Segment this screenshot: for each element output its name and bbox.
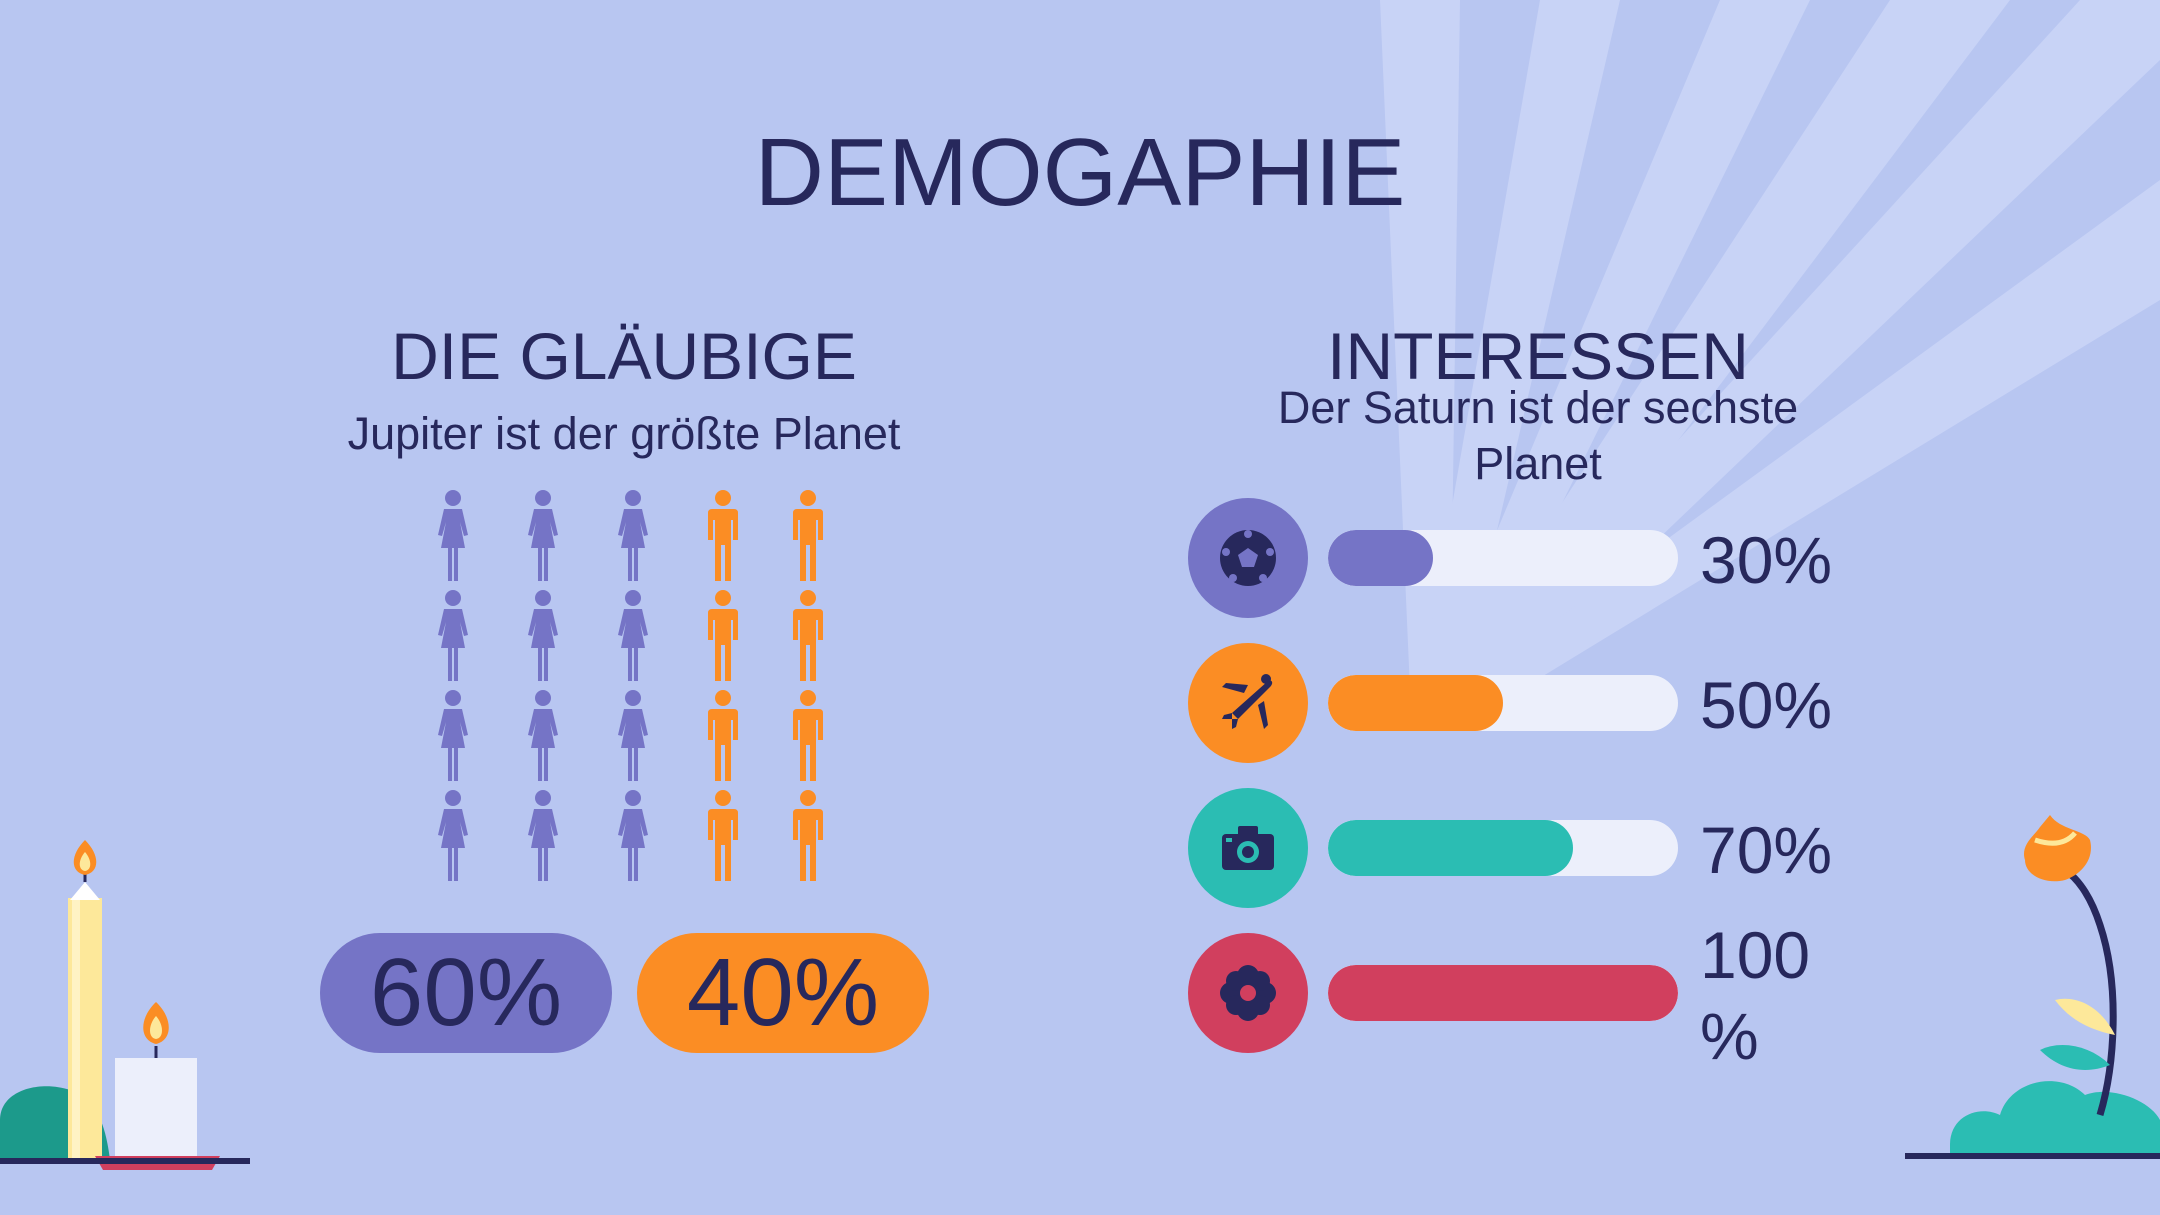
interest-icon-circle xyxy=(1188,933,1308,1053)
interest-icon-circle xyxy=(1188,498,1308,618)
interest-progress-fill xyxy=(1328,820,1573,876)
interest-percent-label-line2: % xyxy=(1700,999,1759,1073)
interest-percent-label: 50% xyxy=(1700,668,1833,742)
female-person-icon xyxy=(618,790,648,881)
male-person-icon xyxy=(793,690,823,781)
interests-subtitle-line1: Der Saturn ist der sechste xyxy=(1277,382,1799,433)
female-person-icon xyxy=(528,790,558,881)
interest-progress-fill xyxy=(1328,530,1433,586)
flower-icon xyxy=(1220,965,1276,1021)
male-person-icon xyxy=(708,790,738,881)
male-person-icon xyxy=(708,690,738,781)
female-person-icon xyxy=(528,690,558,781)
female-person-icon xyxy=(438,490,468,581)
camera-icon xyxy=(1222,826,1274,870)
interest-percent-label-line1: 100 xyxy=(1700,918,1811,992)
interest-icon-circle xyxy=(1188,788,1308,908)
men-percent-badge: 40% xyxy=(637,933,929,1053)
airplane-icon xyxy=(1222,674,1273,729)
female-person-icon xyxy=(438,590,468,681)
female-person-icon xyxy=(528,590,558,681)
male-person-icon xyxy=(793,790,823,881)
interests-subtitle-line2: Planet xyxy=(1474,438,1602,489)
women-percent-badge: 60% xyxy=(320,933,612,1053)
male-person-icon xyxy=(793,490,823,581)
page-title: DEMOGAPHIE xyxy=(754,119,1406,226)
interest-progress-track xyxy=(1328,675,1678,731)
interest-progress-track xyxy=(1328,965,1678,1021)
candles-decoration xyxy=(0,840,250,1170)
interest-progress-fill xyxy=(1328,675,1503,731)
female-person-icon xyxy=(618,490,648,581)
interest-progress-track xyxy=(1328,820,1678,876)
female-person-icon xyxy=(438,690,468,781)
flower-decoration xyxy=(1905,815,2160,1159)
female-person-icon xyxy=(528,490,558,581)
soccer-ball-icon xyxy=(1220,530,1276,586)
interest-icon-circle xyxy=(1188,643,1308,763)
female-person-icon xyxy=(618,690,648,781)
female-person-icon xyxy=(438,790,468,881)
people-pictogram-grid xyxy=(418,490,848,900)
interest-percent-label: 70% xyxy=(1700,813,1833,887)
interests-heading: INTERESSEN xyxy=(1327,319,1749,393)
believers-subtitle: Jupiter ist der größte Planet xyxy=(347,408,901,459)
interest-percent-label: 30% xyxy=(1700,523,1833,597)
male-person-icon xyxy=(793,590,823,681)
male-person-icon xyxy=(708,590,738,681)
male-person-icon xyxy=(708,490,738,581)
female-person-icon xyxy=(618,590,648,681)
believers-heading: DIE GLÄUBIGE xyxy=(391,319,857,393)
interest-progress-fill xyxy=(1328,965,1678,1021)
interest-progress-track xyxy=(1328,530,1678,586)
